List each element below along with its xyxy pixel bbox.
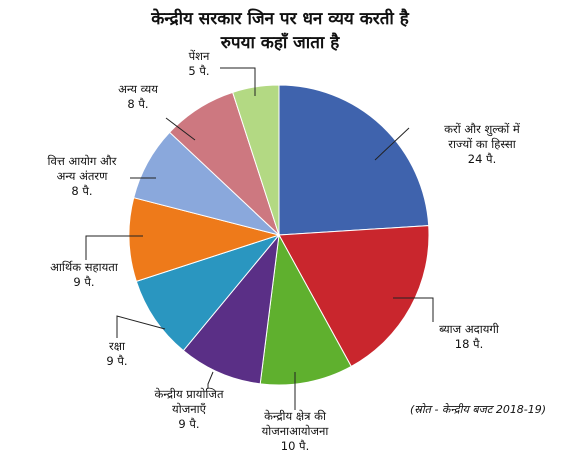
pie-slice-4 (182, 233, 280, 385)
slice-label-9: पेंशन 5 पै. (188, 49, 210, 78)
leader-line-9 (220, 67, 256, 96)
slice-label-2: ब्याज अदायगी 18 पै. (439, 322, 500, 351)
slice-label-7: वित्त आयोग और अन्य अंतरण 8 पै. (48, 154, 117, 198)
pie-slice-5 (135, 233, 281, 352)
slice-label-1: करों और शुल्कों में राज्यों का हिस्सा 24 प… (444, 122, 521, 166)
pie-slice-2 (278, 225, 430, 368)
slice-label-8: अन्य व्यय 8 पै. (118, 82, 158, 111)
pie-slice-3 (259, 233, 352, 386)
chart-title: केन्द्रीय सरकार जिन पर धन व्यय करती है (151, 9, 409, 29)
leader-line-4 (207, 371, 214, 388)
leader-line-1 (374, 127, 410, 161)
leader-line-5 (116, 315, 166, 338)
leader-line-8 (165, 117, 196, 141)
slice-label-4: केन्द्रीय प्रायोजित योजनाएँ 9 पै. (154, 387, 223, 431)
slice-label-3: केन्द्रीय क्षेत्र की योजनाआयोजना 10 पै. (262, 409, 330, 453)
pie-slice-6 (128, 197, 281, 282)
chart-subtitle: रुपया कहाँ जाता है (220, 33, 340, 53)
leader-line-2 (393, 297, 434, 322)
slice-label-5: रक्षा 9 पै. (106, 339, 127, 368)
slice-label-6: आर्थिक सहायता 9 पै. (50, 260, 119, 289)
pie-slice-9 (232, 84, 280, 236)
pie-slice-1 (278, 84, 430, 236)
leader-line-6 (85, 235, 143, 260)
source-note: (स्रोत - केन्द्रीय बजट 2018-19) (410, 403, 547, 416)
